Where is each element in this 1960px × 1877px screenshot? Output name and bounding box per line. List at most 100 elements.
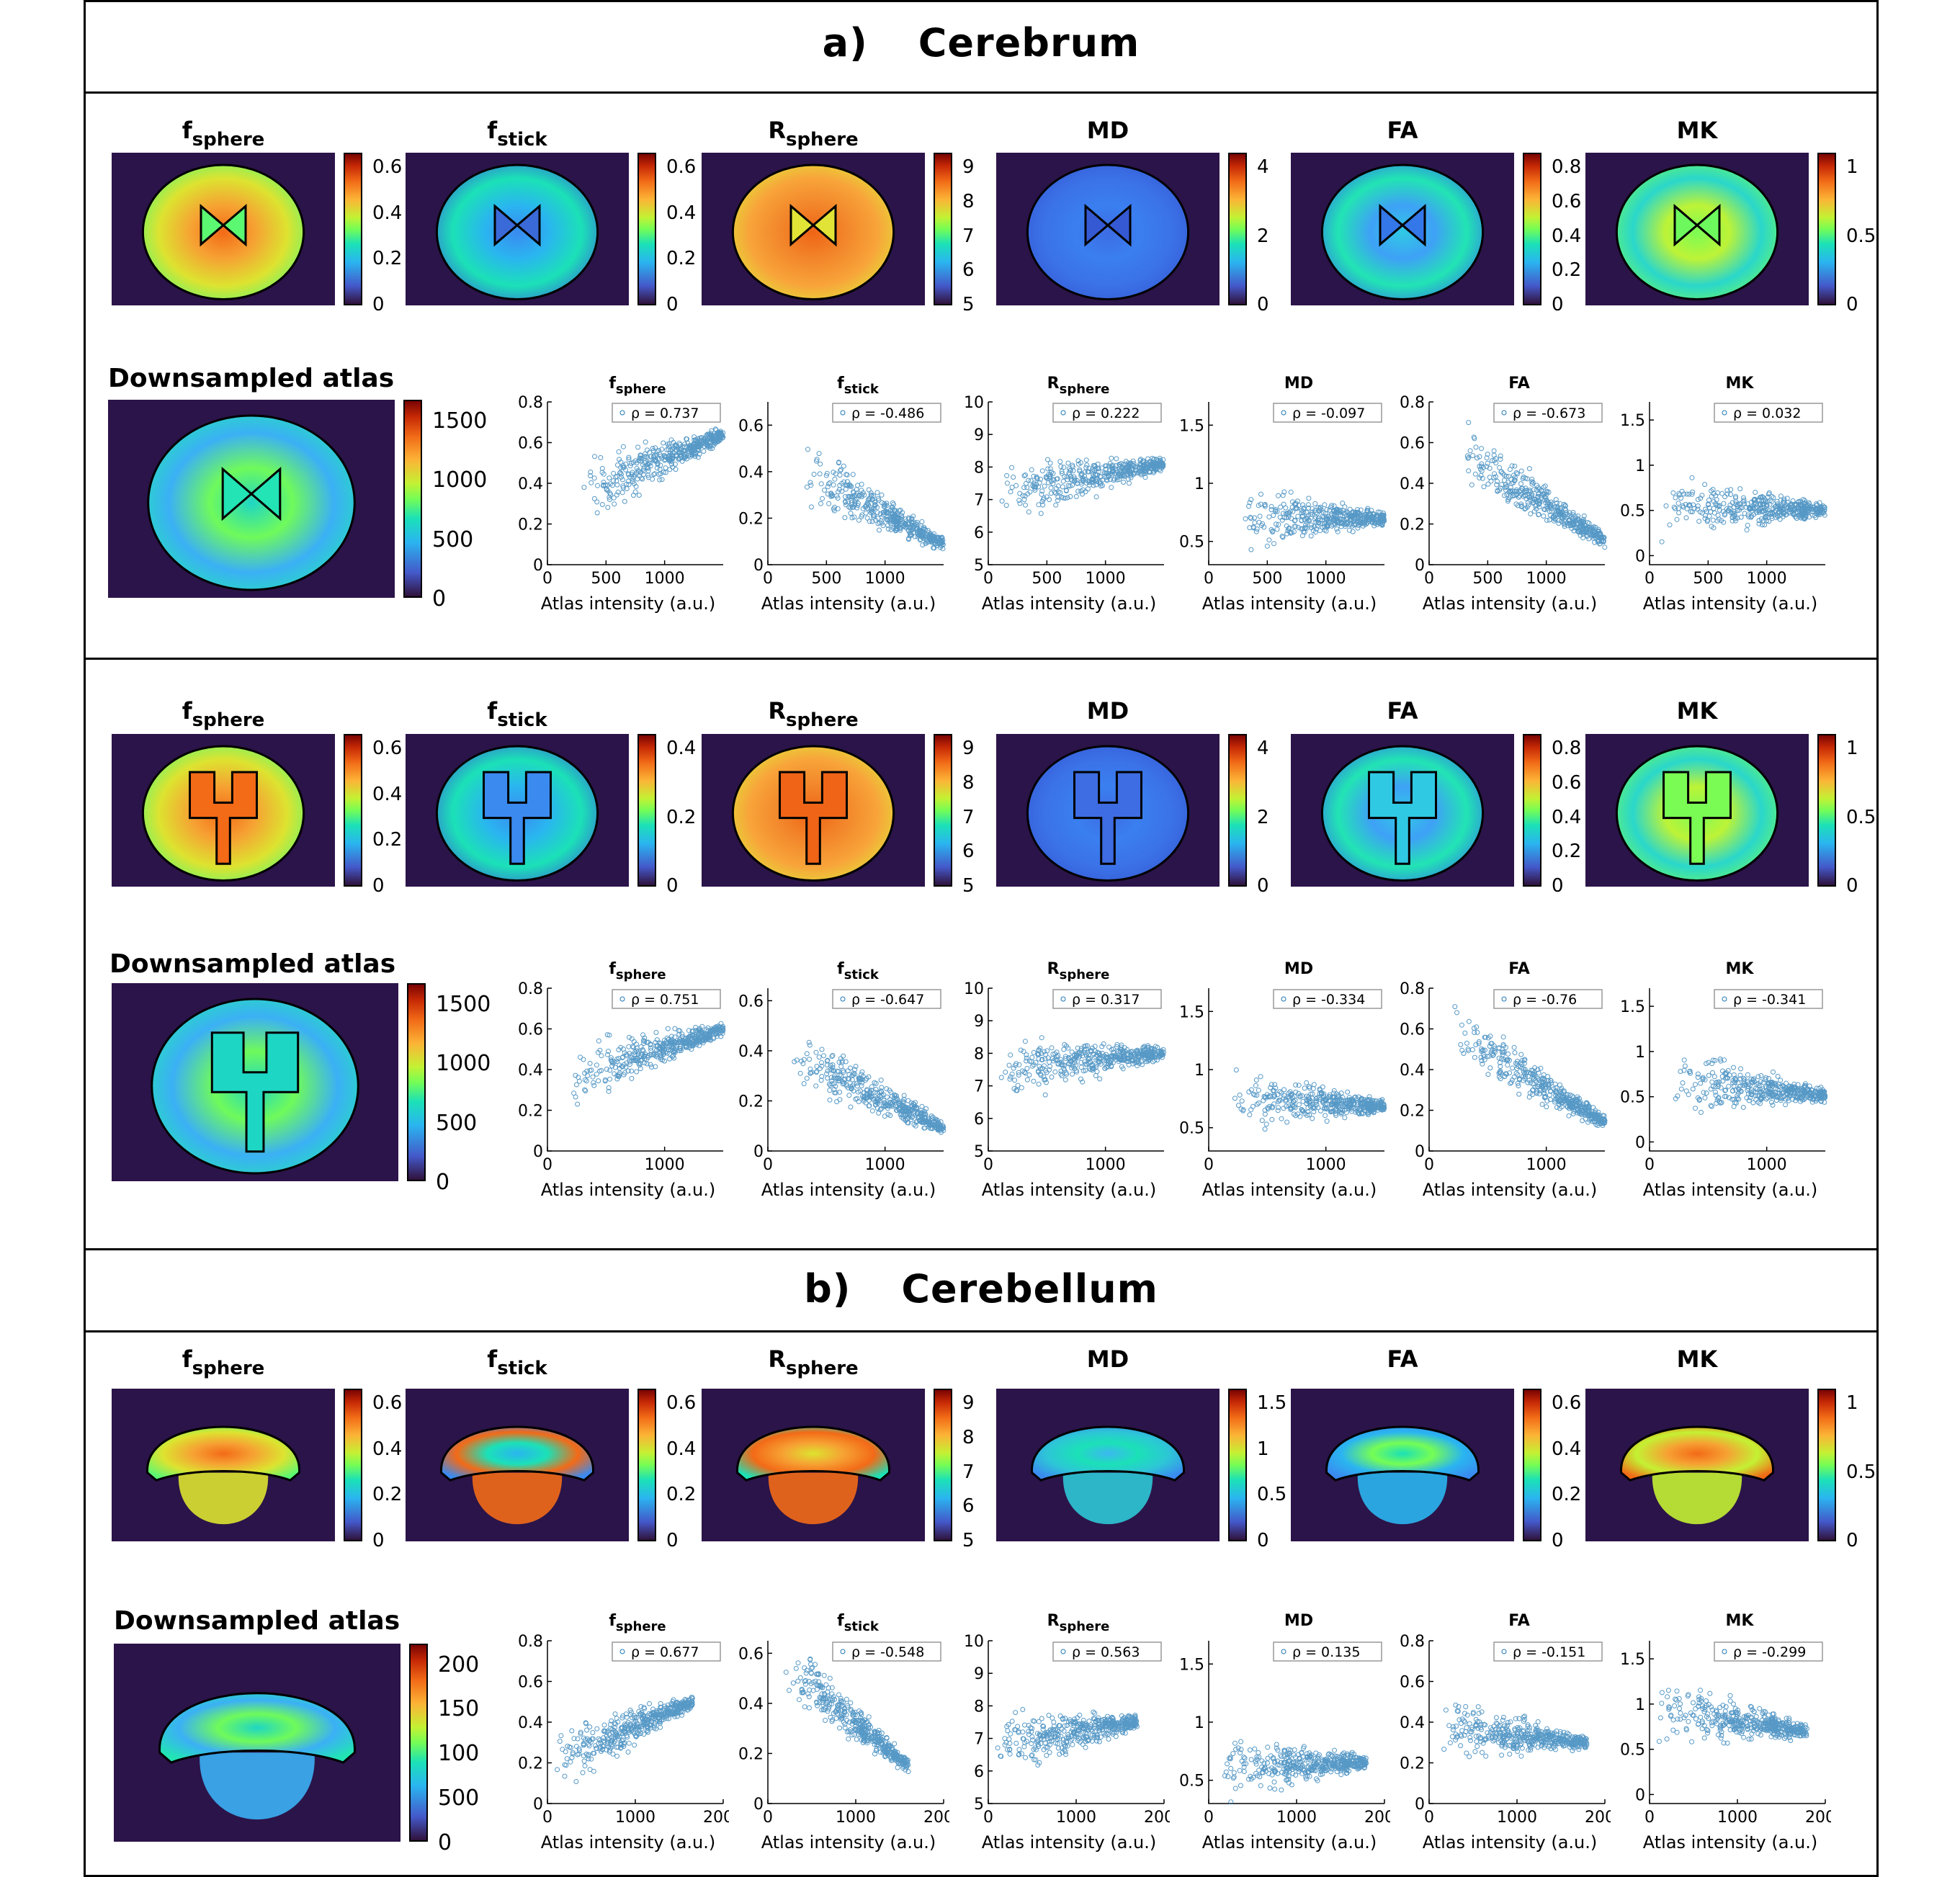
data-point [1541,514,1547,519]
data-point [1269,1116,1275,1122]
data-point [1570,510,1576,515]
colorbar: 0 0.2 0.4 [637,734,696,897]
data-point [1703,506,1708,512]
data-point [1013,1061,1019,1067]
data-point [583,1088,589,1093]
data-point [1292,518,1297,524]
colorbar-tick: 150 [438,1696,480,1722]
data-point [849,515,855,521]
data-point [589,480,594,485]
colorbar-gradient [1228,734,1247,887]
x-tick-label: 0 [1204,570,1214,588]
data-point [1335,519,1341,524]
x-tick-label: 1000 [865,1156,905,1174]
data-point [1258,1074,1263,1080]
data-point [921,1112,926,1118]
data-point [604,1032,610,1038]
data-point [611,470,617,476]
data-point [1503,485,1508,490]
data-point [1297,1094,1303,1100]
data-point [616,1056,622,1061]
data-point [1469,482,1475,488]
data-point [655,1043,661,1048]
data-point [1513,493,1519,498]
data-point [1698,496,1704,501]
data-point [1581,513,1587,519]
data-point [851,1081,856,1087]
parameter-map [702,734,925,887]
data-point [1774,513,1780,519]
data-point [1050,1052,1056,1057]
title-base: R [1047,375,1060,393]
data-point [697,1026,702,1031]
data-point [635,444,641,450]
data-point [1523,496,1529,501]
data-point [1659,539,1665,545]
data-point [682,1043,688,1049]
data-point [1291,1111,1297,1117]
data-point [836,460,841,465]
data-point [641,468,647,474]
data-point [886,510,892,516]
data-point [1039,1035,1044,1041]
data-point [1705,517,1710,523]
data-point [1142,468,1148,474]
data-point [1016,498,1022,503]
data-point [1340,501,1346,506]
data-point [604,486,609,492]
data-point [1327,519,1333,524]
data-point [1763,508,1768,514]
divider [84,1248,1879,1250]
data-point [1711,525,1717,531]
data-point [697,444,702,450]
colorbar: 0 0.5 1 1.5 [1228,1389,1286,1551]
data-point [1526,1094,1532,1100]
data-point [1364,508,1370,513]
colorbar: 0 0.2 0.4 0.6 [344,1389,402,1551]
data-point [1292,501,1297,507]
title-subscript: stick [497,129,547,151]
legend-marker [1060,996,1066,1002]
data-point [1562,521,1567,527]
colorbar: 0 0.2 0.4 0.6 [344,734,402,897]
data-point [1333,1101,1338,1106]
data-point [1773,508,1778,514]
data-point [1060,478,1066,484]
data-point [664,1050,670,1056]
data-point [1459,1022,1464,1028]
data-point [1093,482,1099,488]
data-point [1155,1044,1160,1050]
data-point [1312,529,1318,535]
data-point [1781,511,1786,516]
data-point [1274,527,1280,532]
data-point [820,496,825,501]
data-point [671,1048,677,1053]
data-point [1026,478,1032,483]
data-point [1324,507,1330,512]
data-point [923,532,929,537]
legend-box [1052,403,1162,423]
data-point [637,455,643,461]
data-point [1541,506,1547,512]
data-point [1466,468,1472,474]
data-point [1726,508,1732,514]
data-point [1500,470,1505,476]
data-point [910,1101,916,1106]
data-point [1126,1056,1132,1062]
data-point [1055,498,1060,503]
colorbar-tick: 0.2 [372,829,403,851]
title-base: f [182,117,192,144]
data-point [1027,1058,1033,1064]
data-point [1099,1044,1105,1049]
data-point [1741,497,1747,503]
data-point [1477,454,1482,460]
data-point [828,493,834,499]
data-point [1361,1105,1367,1111]
x-axis-label: Atlas intensity (a.u.) [1201,1180,1377,1200]
data-point [1076,1049,1082,1055]
data-point [1317,517,1323,523]
data-point [715,431,720,436]
colorbar-tick: 0 [666,875,679,897]
y-tick-label: 0.6 [518,435,543,453]
